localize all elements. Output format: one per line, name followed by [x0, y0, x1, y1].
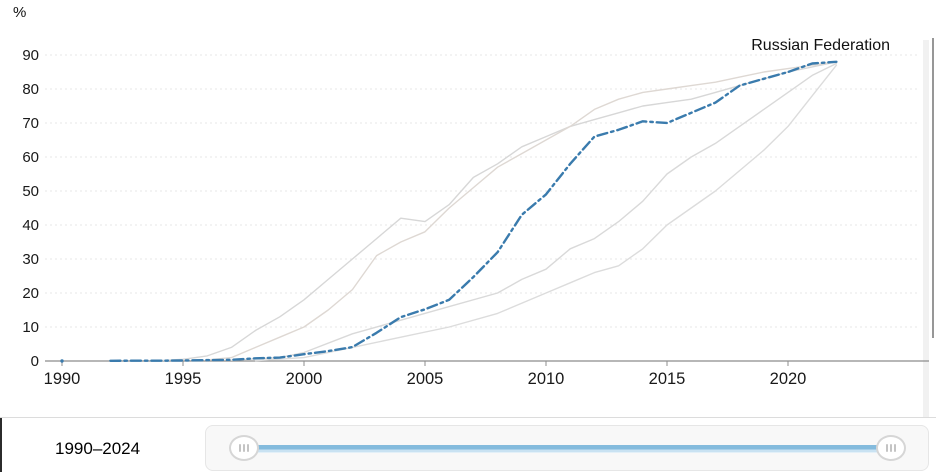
svg-text:60: 60: [22, 149, 39, 166]
window-edge-line: [0, 418, 2, 472]
time-range-bar: 1990–2024: [0, 417, 936, 472]
slider-handle-end[interactable]: [876, 435, 906, 461]
series-label-russian-federation: Russian Federation: [751, 37, 890, 54]
slider-track[interactable]: [244, 445, 891, 453]
line-chart: % 0 10 20 30 40 50 60 70 80 90 1990 1995 2000 2005 201…: [13, 4, 929, 417]
svg-text:2000: 2000: [286, 370, 323, 388]
svg-text:50: 50: [22, 183, 39, 200]
svg-text:70: 70: [22, 115, 39, 132]
grip-vertical-lines-icon: [886, 444, 888, 452]
svg-text:80: 80: [22, 81, 39, 98]
svg-text:2010: 2010: [528, 370, 565, 388]
svg-text:2015: 2015: [649, 370, 686, 388]
svg-text:20: 20: [22, 285, 39, 302]
slider-handle-start[interactable]: [229, 435, 259, 461]
chart-plot-area: 0 10 20 30 40 50 60 70 80 90 1990 1995 2000 2005 2010 2…: [22, 40, 929, 417]
grip-vertical-lines-icon: [239, 444, 241, 452]
time-range-label: 1990–2024: [55, 439, 141, 458]
svg-text:30: 30: [22, 251, 39, 268]
svg-text:2005: 2005: [407, 370, 444, 388]
svg-text:1990: 1990: [44, 370, 81, 388]
svg-text:90: 90: [22, 47, 39, 64]
svg-text:0: 0: [31, 353, 39, 370]
y-axis-unit-label: %: [13, 4, 27, 21]
window-edge-line: [932, 38, 934, 338]
svg-text:40: 40: [22, 217, 39, 234]
svg-text:10: 10: [22, 319, 39, 336]
svg-text:2020: 2020: [770, 370, 807, 388]
svg-text:1995: 1995: [165, 370, 202, 388]
time-range-slider[interactable]: [205, 425, 929, 471]
